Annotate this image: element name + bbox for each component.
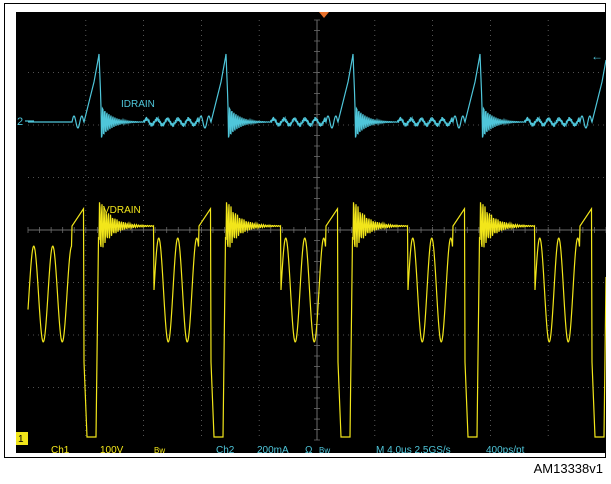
ch2-ground-marker: 2: [17, 116, 23, 128]
graticule: [27, 19, 606, 441]
ch1-ground-marker-box: [16, 432, 28, 445]
ch2-scale: 200mA: [257, 445, 289, 453]
ch1-name: Ch1: [51, 445, 70, 453]
timebase-readout: M 4.0µs 2.5GS/s: [376, 445, 451, 453]
trigger-level-arrow-icon: ←: [591, 49, 603, 63]
idrain-label: IDRAIN: [121, 99, 155, 110]
vdrain-label: VDRAIN: [103, 205, 141, 216]
record-length-readout: 400ps/pt: [486, 445, 525, 453]
ch1-ground-marker: 1: [18, 434, 24, 445]
vdrain-trace: [27, 202, 606, 438]
ch2-name: Ch2: [216, 445, 235, 453]
ch2-bandwidth-icon: Bw: [319, 446, 330, 453]
ch2-impedance-icon: Ω: [305, 445, 313, 453]
trigger-position-marker: [319, 12, 329, 18]
ch1-bandwidth-icon: Bw: [154, 446, 165, 453]
status-bar: Ch1 100V Bw Ch2 200mA Ω Bw M 4.0µs 2.5GS…: [51, 445, 525, 453]
oscilloscope-display: ← 2 IDRAIN VDRAIN 1 Ch1 100V Bw Ch2 200m…: [16, 12, 606, 453]
idrain-trace: [28, 53, 606, 138]
ch1-scale: 100V: [100, 445, 124, 453]
figure-id: AM13338v1: [533, 461, 603, 476]
figure-frame: ← 2 IDRAIN VDRAIN 1 Ch1 100V Bw Ch2 200m…: [4, 3, 606, 458]
